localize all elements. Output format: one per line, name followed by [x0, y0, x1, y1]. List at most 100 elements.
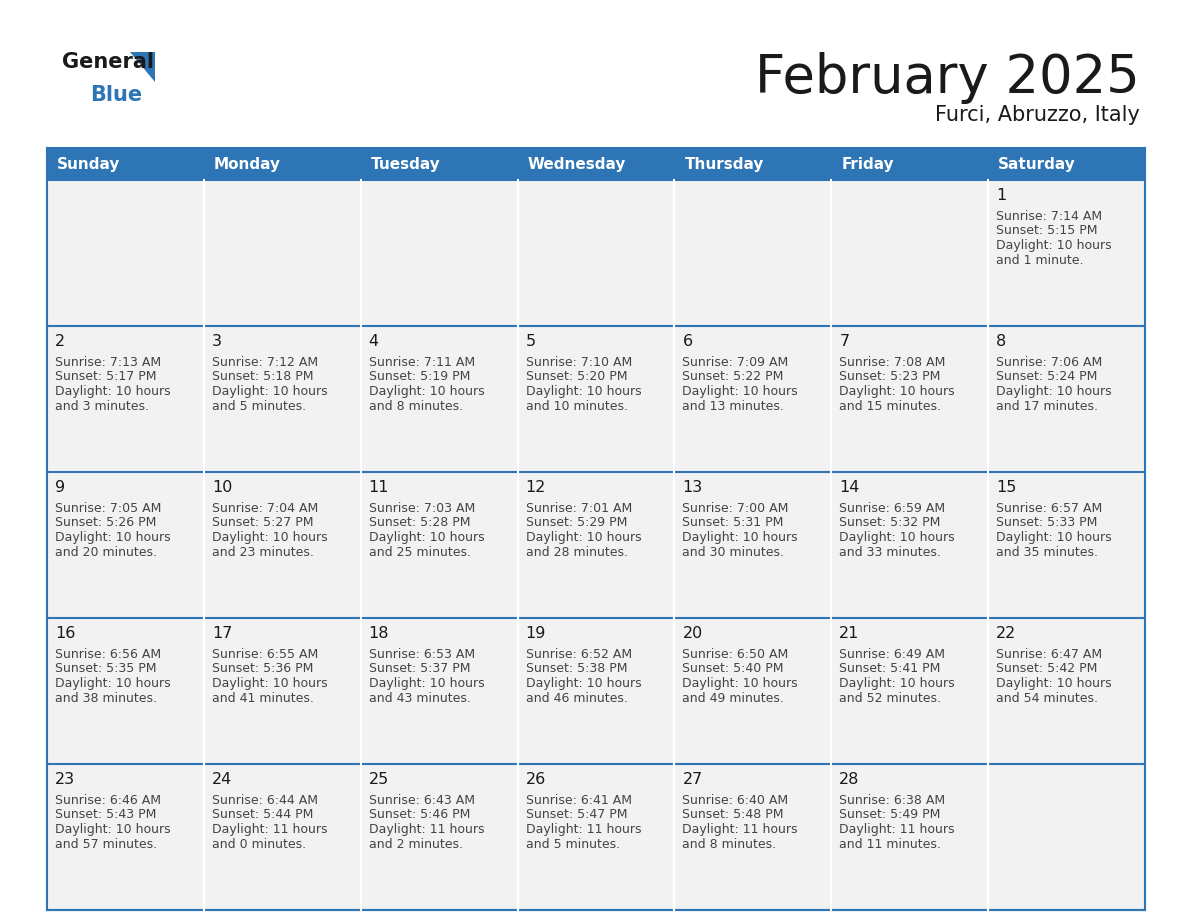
- Polygon shape: [129, 52, 154, 82]
- Bar: [832, 764, 988, 910]
- Text: Sunrise: 6:47 AM: Sunrise: 6:47 AM: [997, 648, 1102, 661]
- Text: Tuesday: Tuesday: [371, 156, 441, 172]
- Text: Furci, Abruzzo, Italy: Furci, Abruzzo, Italy: [935, 105, 1140, 125]
- Text: Sunrise: 7:03 AM: Sunrise: 7:03 AM: [368, 502, 475, 515]
- Text: Daylight: 10 hours: Daylight: 10 hours: [55, 531, 171, 544]
- Text: Daylight: 10 hours: Daylight: 10 hours: [839, 677, 955, 690]
- Text: and 33 minutes.: and 33 minutes.: [839, 545, 941, 558]
- Text: Sunrise: 6:49 AM: Sunrise: 6:49 AM: [839, 648, 946, 661]
- Text: Sunset: 5:28 PM: Sunset: 5:28 PM: [368, 517, 470, 530]
- Text: and 35 minutes.: and 35 minutes.: [997, 545, 1098, 558]
- Text: Sunset: 5:27 PM: Sunset: 5:27 PM: [211, 517, 314, 530]
- Text: 2: 2: [55, 334, 65, 349]
- Text: Sunrise: 7:12 AM: Sunrise: 7:12 AM: [211, 356, 318, 369]
- Bar: [361, 764, 518, 910]
- Text: Daylight: 10 hours: Daylight: 10 hours: [368, 531, 485, 544]
- Text: Daylight: 10 hours: Daylight: 10 hours: [997, 677, 1112, 690]
- Text: 1: 1: [997, 188, 1006, 203]
- Text: Daylight: 10 hours: Daylight: 10 hours: [525, 677, 642, 690]
- Text: Sunrise: 6:52 AM: Sunrise: 6:52 AM: [525, 648, 632, 661]
- Text: 14: 14: [839, 480, 860, 495]
- Text: Sunset: 5:24 PM: Sunset: 5:24 PM: [997, 371, 1098, 384]
- Bar: [832, 472, 988, 618]
- Text: and 11 minutes.: and 11 minutes.: [839, 837, 941, 850]
- Text: Sunrise: 6:41 AM: Sunrise: 6:41 AM: [525, 794, 632, 807]
- Text: 17: 17: [211, 626, 232, 641]
- Text: Daylight: 10 hours: Daylight: 10 hours: [525, 385, 642, 398]
- Bar: [204, 472, 361, 618]
- Bar: [988, 326, 1145, 472]
- Text: Monday: Monday: [214, 156, 280, 172]
- Text: Daylight: 11 hours: Daylight: 11 hours: [525, 823, 642, 836]
- Text: 19: 19: [525, 626, 546, 641]
- Bar: [204, 326, 361, 472]
- Bar: [361, 618, 518, 764]
- Bar: [675, 180, 832, 326]
- Text: and 1 minute.: and 1 minute.: [997, 253, 1083, 266]
- Text: and 3 minutes.: and 3 minutes.: [55, 399, 148, 412]
- Text: Daylight: 10 hours: Daylight: 10 hours: [211, 531, 328, 544]
- Text: Sunset: 5:22 PM: Sunset: 5:22 PM: [682, 371, 784, 384]
- Text: Sunset: 5:19 PM: Sunset: 5:19 PM: [368, 371, 470, 384]
- Text: Sunrise: 6:40 AM: Sunrise: 6:40 AM: [682, 794, 789, 807]
- Text: and 5 minutes.: and 5 minutes.: [211, 399, 307, 412]
- Text: and 8 minutes.: and 8 minutes.: [368, 399, 463, 412]
- Bar: [988, 618, 1145, 764]
- Text: Sunrise: 7:10 AM: Sunrise: 7:10 AM: [525, 356, 632, 369]
- Text: Sunrise: 7:13 AM: Sunrise: 7:13 AM: [55, 356, 162, 369]
- Text: 20: 20: [682, 626, 702, 641]
- Text: Daylight: 10 hours: Daylight: 10 hours: [368, 677, 485, 690]
- Bar: [988, 764, 1145, 910]
- Text: and 13 minutes.: and 13 minutes.: [682, 399, 784, 412]
- Text: Sunrise: 7:08 AM: Sunrise: 7:08 AM: [839, 356, 946, 369]
- Bar: [832, 618, 988, 764]
- Text: 5: 5: [525, 334, 536, 349]
- Text: and 23 minutes.: and 23 minutes.: [211, 545, 314, 558]
- Text: and 52 minutes.: and 52 minutes.: [839, 691, 941, 704]
- Bar: [518, 618, 675, 764]
- Text: Sunrise: 6:57 AM: Sunrise: 6:57 AM: [997, 502, 1102, 515]
- Text: Sunset: 5:47 PM: Sunset: 5:47 PM: [525, 809, 627, 822]
- Text: Daylight: 10 hours: Daylight: 10 hours: [997, 385, 1112, 398]
- Text: Sunrise: 6:53 AM: Sunrise: 6:53 AM: [368, 648, 475, 661]
- Text: 26: 26: [525, 772, 545, 787]
- Text: Sunset: 5:29 PM: Sunset: 5:29 PM: [525, 517, 627, 530]
- Text: and 0 minutes.: and 0 minutes.: [211, 837, 307, 850]
- Bar: [361, 472, 518, 618]
- Bar: [361, 326, 518, 472]
- Text: Sunset: 5:18 PM: Sunset: 5:18 PM: [211, 371, 314, 384]
- Text: Sunday: Sunday: [57, 156, 120, 172]
- Bar: [48, 326, 204, 472]
- Text: Sunset: 5:42 PM: Sunset: 5:42 PM: [997, 663, 1098, 676]
- Text: 6: 6: [682, 334, 693, 349]
- Text: Sunset: 5:17 PM: Sunset: 5:17 PM: [55, 371, 157, 384]
- Text: Sunset: 5:38 PM: Sunset: 5:38 PM: [525, 663, 627, 676]
- Text: Saturday: Saturday: [998, 156, 1076, 172]
- Text: and 41 minutes.: and 41 minutes.: [211, 691, 314, 704]
- Text: Sunset: 5:41 PM: Sunset: 5:41 PM: [839, 663, 941, 676]
- Text: Sunset: 5:46 PM: Sunset: 5:46 PM: [368, 809, 470, 822]
- Text: Sunset: 5:31 PM: Sunset: 5:31 PM: [682, 517, 784, 530]
- Text: February 2025: February 2025: [756, 52, 1140, 104]
- Text: Wednesday: Wednesday: [527, 156, 626, 172]
- Text: Daylight: 10 hours: Daylight: 10 hours: [211, 385, 328, 398]
- Bar: [518, 180, 675, 326]
- Text: Sunset: 5:49 PM: Sunset: 5:49 PM: [839, 809, 941, 822]
- Text: Sunrise: 6:44 AM: Sunrise: 6:44 AM: [211, 794, 318, 807]
- Text: Daylight: 11 hours: Daylight: 11 hours: [839, 823, 955, 836]
- Text: Sunrise: 7:14 AM: Sunrise: 7:14 AM: [997, 210, 1102, 223]
- Text: Daylight: 11 hours: Daylight: 11 hours: [211, 823, 328, 836]
- Bar: [518, 326, 675, 472]
- Text: 12: 12: [525, 480, 546, 495]
- Text: Sunrise: 6:38 AM: Sunrise: 6:38 AM: [839, 794, 946, 807]
- Text: 18: 18: [368, 626, 390, 641]
- Text: 24: 24: [211, 772, 232, 787]
- Text: 13: 13: [682, 480, 702, 495]
- Text: 25: 25: [368, 772, 388, 787]
- Bar: [204, 618, 361, 764]
- Text: and 49 minutes.: and 49 minutes.: [682, 691, 784, 704]
- Bar: [675, 618, 832, 764]
- Text: Daylight: 10 hours: Daylight: 10 hours: [211, 677, 328, 690]
- Bar: [675, 326, 832, 472]
- Text: Sunrise: 7:00 AM: Sunrise: 7:00 AM: [682, 502, 789, 515]
